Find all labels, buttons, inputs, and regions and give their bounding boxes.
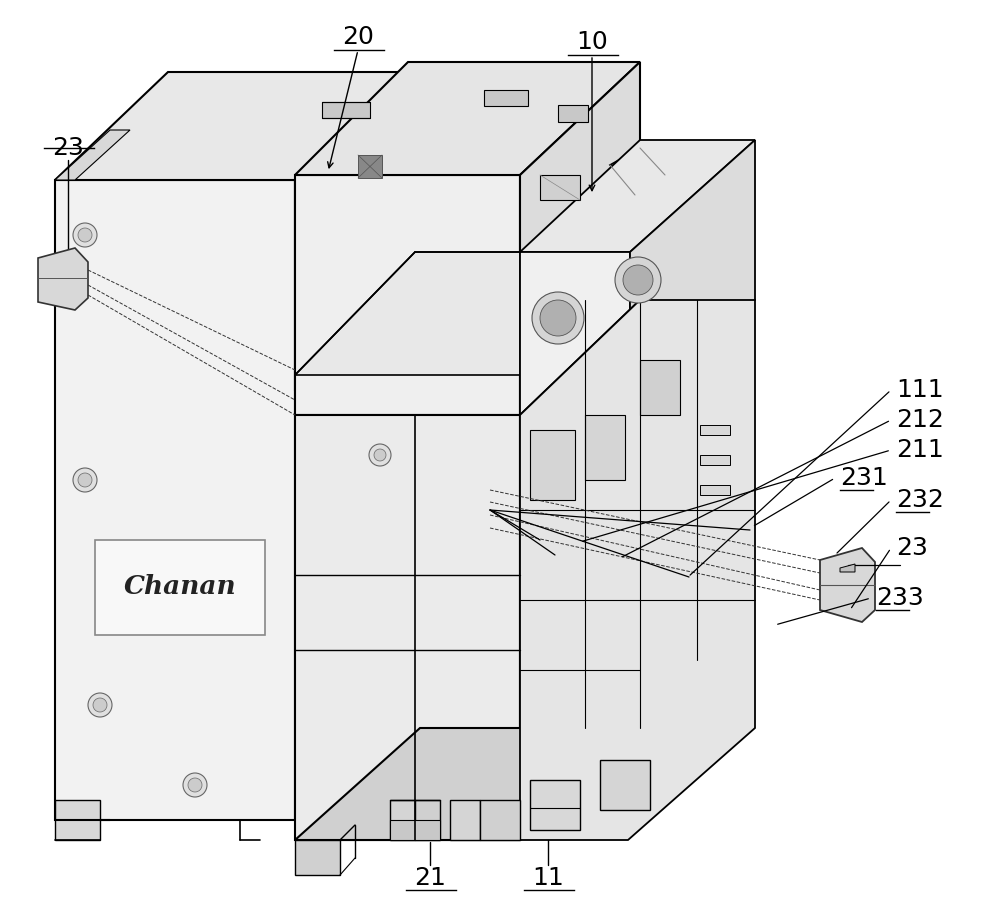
Text: 21: 21 bbox=[414, 866, 446, 890]
Polygon shape bbox=[640, 360, 680, 415]
Text: 11: 11 bbox=[532, 866, 564, 890]
Polygon shape bbox=[55, 800, 100, 840]
Circle shape bbox=[78, 473, 92, 487]
Circle shape bbox=[73, 468, 97, 492]
Polygon shape bbox=[600, 760, 650, 810]
Text: 232: 232 bbox=[896, 488, 944, 512]
Circle shape bbox=[369, 444, 391, 466]
Polygon shape bbox=[295, 72, 415, 390]
Text: 20: 20 bbox=[342, 25, 374, 49]
Polygon shape bbox=[480, 800, 520, 840]
Polygon shape bbox=[295, 62, 640, 175]
Text: 211: 211 bbox=[896, 438, 944, 462]
Polygon shape bbox=[635, 175, 670, 210]
Polygon shape bbox=[358, 155, 382, 178]
Polygon shape bbox=[295, 840, 340, 875]
Polygon shape bbox=[322, 102, 370, 118]
Polygon shape bbox=[295, 252, 520, 375]
Polygon shape bbox=[295, 415, 520, 840]
Polygon shape bbox=[295, 728, 640, 840]
Text: 231: 231 bbox=[840, 466, 888, 490]
Polygon shape bbox=[95, 540, 265, 635]
Polygon shape bbox=[520, 62, 640, 415]
Circle shape bbox=[623, 265, 653, 295]
Circle shape bbox=[188, 778, 202, 792]
Circle shape bbox=[615, 257, 661, 303]
Polygon shape bbox=[840, 564, 855, 572]
Polygon shape bbox=[484, 90, 528, 106]
Text: 111: 111 bbox=[896, 378, 944, 402]
Polygon shape bbox=[450, 800, 480, 840]
Polygon shape bbox=[610, 148, 665, 195]
Polygon shape bbox=[630, 140, 755, 415]
Circle shape bbox=[73, 223, 97, 247]
Polygon shape bbox=[520, 252, 630, 415]
Polygon shape bbox=[700, 485, 730, 495]
Text: 23: 23 bbox=[896, 536, 928, 560]
Text: 10: 10 bbox=[576, 30, 608, 54]
Polygon shape bbox=[415, 800, 440, 840]
Circle shape bbox=[374, 449, 386, 461]
Polygon shape bbox=[520, 300, 755, 840]
Circle shape bbox=[78, 228, 92, 242]
Polygon shape bbox=[55, 130, 130, 180]
Text: 233: 233 bbox=[876, 586, 924, 610]
Circle shape bbox=[88, 693, 112, 717]
Polygon shape bbox=[530, 780, 580, 830]
Polygon shape bbox=[390, 800, 415, 840]
Text: Chanan: Chanan bbox=[124, 574, 236, 599]
Polygon shape bbox=[530, 430, 575, 500]
Text: 23: 23 bbox=[52, 136, 84, 160]
Polygon shape bbox=[520, 140, 755, 252]
Circle shape bbox=[183, 773, 207, 797]
Polygon shape bbox=[55, 180, 295, 820]
Circle shape bbox=[93, 698, 107, 712]
Circle shape bbox=[540, 300, 576, 336]
Polygon shape bbox=[520, 300, 640, 840]
Polygon shape bbox=[295, 175, 520, 415]
Polygon shape bbox=[295, 390, 415, 820]
Polygon shape bbox=[700, 455, 730, 465]
Text: 212: 212 bbox=[896, 408, 944, 432]
Polygon shape bbox=[390, 820, 440, 840]
Polygon shape bbox=[38, 248, 88, 310]
Polygon shape bbox=[558, 105, 588, 122]
Polygon shape bbox=[700, 425, 730, 435]
Polygon shape bbox=[820, 548, 875, 622]
Polygon shape bbox=[585, 415, 625, 480]
Polygon shape bbox=[55, 72, 415, 180]
Polygon shape bbox=[540, 175, 580, 200]
Circle shape bbox=[532, 292, 584, 344]
